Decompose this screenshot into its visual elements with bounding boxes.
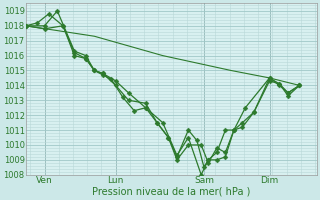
X-axis label: Pression niveau de la mer( hPa ): Pression niveau de la mer( hPa ) [92,187,251,197]
